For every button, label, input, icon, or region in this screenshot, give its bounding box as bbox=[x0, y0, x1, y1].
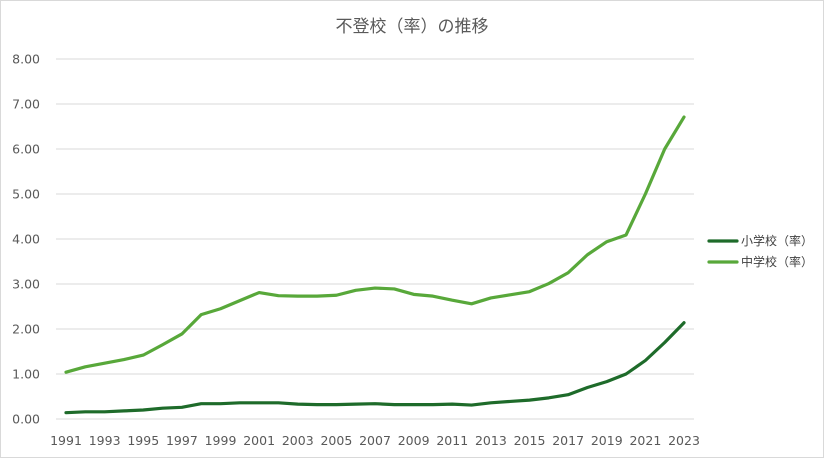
x-tick-label: 2023 bbox=[668, 433, 700, 448]
legend-label: 小学校（率） bbox=[741, 233, 813, 248]
y-tick-label: 0.00 bbox=[12, 412, 40, 427]
y-tick-label: 6.00 bbox=[12, 142, 40, 157]
x-tick-label: 2015 bbox=[514, 433, 546, 448]
x-tick-label: 2021 bbox=[629, 433, 661, 448]
y-tick-label: 1.00 bbox=[12, 367, 40, 382]
x-tick-label: 1993 bbox=[89, 433, 121, 448]
y-tick-label: 7.00 bbox=[12, 97, 40, 112]
y-tick-label: 5.00 bbox=[12, 187, 40, 202]
legend-item: 小学校（率） bbox=[707, 233, 813, 248]
x-tick-label: 2019 bbox=[591, 433, 623, 448]
y-tick-label: 8.00 bbox=[12, 52, 40, 67]
x-tick-label: 2005 bbox=[320, 433, 352, 448]
x-tick-label: 1991 bbox=[50, 433, 82, 448]
legend-item: 中学校（率） bbox=[707, 254, 813, 269]
legend: 小学校（率） 中学校（率） bbox=[707, 233, 813, 269]
x-tick-label: 2017 bbox=[552, 433, 584, 448]
x-axis-ticks: 1991 1993 1995 1997 1999 2001 2003 2005 2007 2009… bbox=[50, 433, 700, 448]
gridlines bbox=[56, 58, 694, 420]
y-axis-ticks: 0.00 1.00 2.00 3.00 4.00 5.00 6.00 7.00 8.00 bbox=[12, 52, 40, 427]
y-tick-label: 3.00 bbox=[12, 277, 40, 292]
x-tick-label: 2007 bbox=[359, 433, 391, 448]
chart-title: 不登校（率）の推移 bbox=[336, 17, 489, 37]
x-tick-label: 2001 bbox=[243, 433, 275, 448]
y-tick-label: 2.00 bbox=[12, 322, 40, 337]
series-line-elementary bbox=[64, 321, 686, 415]
x-tick-label: 1995 bbox=[127, 433, 159, 448]
x-tick-label: 2003 bbox=[282, 433, 314, 448]
x-tick-label: 1997 bbox=[166, 433, 198, 448]
x-tick-label: 1999 bbox=[205, 433, 237, 448]
series-line-junior-high bbox=[64, 115, 686, 374]
x-tick-label: 2011 bbox=[436, 433, 468, 448]
legend-label: 中学校（率） bbox=[741, 254, 813, 269]
x-tick-label: 2013 bbox=[475, 433, 507, 448]
y-tick-label: 4.00 bbox=[12, 232, 40, 247]
x-tick-label: 2009 bbox=[398, 433, 430, 448]
series-lines bbox=[64, 115, 686, 415]
